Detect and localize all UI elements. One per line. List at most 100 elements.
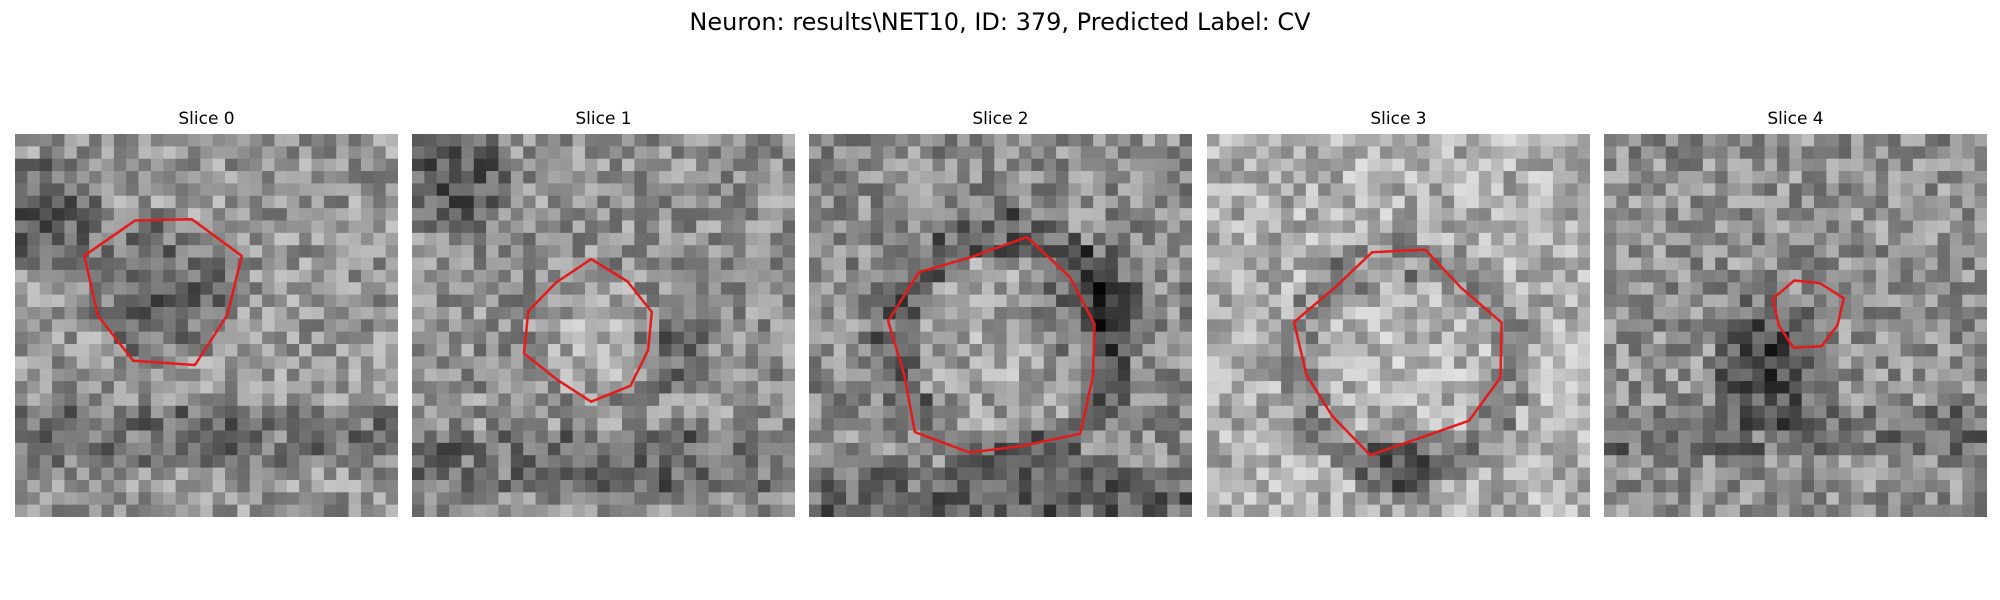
- pixel: [1093, 430, 1106, 444]
- pixel: [498, 245, 512, 258]
- pixel: [262, 504, 275, 517]
- pixel: [27, 467, 41, 481]
- pixel: [547, 331, 561, 345]
- pixel: [584, 356, 598, 370]
- pixel: [436, 381, 450, 394]
- pixel: [821, 504, 835, 517]
- pixel: [274, 331, 288, 345]
- pixel: [126, 492, 139, 506]
- pixel: [1293, 282, 1307, 296]
- pixel: [1417, 368, 1430, 382]
- pixel: [1068, 492, 1082, 506]
- pixel: [1293, 171, 1307, 184]
- pixel: [770, 504, 784, 517]
- pixel: [385, 183, 398, 197]
- pixel: [175, 356, 189, 370]
- pixel: [212, 442, 226, 456]
- pixel: [89, 455, 102, 468]
- pixel: [1305, 356, 1319, 370]
- pixel: [360, 492, 374, 506]
- pixel: [323, 393, 337, 407]
- pixel: [622, 195, 635, 209]
- pixel: [584, 381, 598, 394]
- pixel: [1962, 294, 1976, 308]
- pixel: [1281, 269, 1294, 283]
- pixel: [1441, 294, 1455, 308]
- pixel: [373, 306, 387, 320]
- pixel: [299, 319, 312, 333]
- pixel: [1478, 368, 1492, 382]
- pixel: [560, 171, 574, 184]
- pixel: [249, 245, 263, 258]
- pixel: [597, 504, 611, 517]
- pixel: [449, 146, 462, 160]
- pixel: [150, 195, 164, 209]
- pixel: [1478, 467, 1492, 481]
- pixel: [609, 492, 623, 506]
- pixel: [659, 282, 672, 296]
- pixel: [770, 195, 784, 209]
- pixel: [584, 393, 598, 407]
- pixel: [770, 344, 784, 357]
- pixel: [696, 183, 709, 197]
- pixel: [64, 146, 78, 160]
- pixel: [187, 171, 201, 184]
- pixel: [212, 479, 226, 493]
- pixel: [833, 294, 847, 308]
- pixel: [957, 134, 971, 147]
- pixel: [1219, 306, 1233, 320]
- pixel: [1540, 455, 1554, 468]
- pixel: [15, 418, 28, 431]
- pixel: [1528, 245, 1541, 258]
- pixel: [323, 245, 337, 258]
- pixel: [1974, 467, 1987, 481]
- pixel: [1776, 455, 1790, 468]
- pixel: [1207, 467, 1220, 481]
- pixel: [64, 134, 78, 147]
- pixel: [1231, 158, 1245, 172]
- pixel: [1466, 356, 1480, 370]
- pixel: [1207, 504, 1220, 517]
- pixel: [1219, 504, 1233, 517]
- pixel: [1752, 294, 1766, 308]
- pixel: [1355, 294, 1369, 308]
- pixel: [1678, 331, 1691, 345]
- pixel: [1949, 171, 1963, 184]
- pixel: [1093, 146, 1106, 160]
- pixel: [572, 294, 586, 308]
- pixel: [870, 245, 884, 258]
- pixel: [436, 269, 450, 283]
- pixel: [523, 492, 536, 506]
- pixel: [1167, 405, 1181, 419]
- pixel: [1404, 418, 1418, 431]
- pixel: [1851, 220, 1864, 234]
- pixel: [113, 294, 127, 308]
- pixel: [907, 146, 921, 160]
- pixel: [1256, 257, 1270, 271]
- pixel: [348, 294, 362, 308]
- pixel: [696, 344, 709, 357]
- pixel: [1801, 368, 1815, 382]
- pixel: [1167, 257, 1181, 271]
- pixel: [1491, 269, 1504, 283]
- pixel: [1342, 171, 1356, 184]
- pixel: [932, 381, 946, 394]
- pixel: [498, 455, 512, 468]
- pixel: [1367, 257, 1381, 271]
- pixel: [757, 331, 771, 345]
- pixel: [1764, 146, 1778, 160]
- pixel: [1690, 442, 1704, 456]
- pixel: [821, 158, 835, 172]
- pixel: [1167, 269, 1181, 283]
- pixel: [1565, 183, 1579, 197]
- pixel: [1167, 158, 1181, 172]
- pixel: [846, 492, 859, 506]
- pixel: [870, 306, 884, 320]
- pixel: [1379, 356, 1393, 370]
- pixel: [622, 171, 635, 184]
- pixel: [981, 232, 995, 246]
- pixel: [1528, 331, 1541, 345]
- pixel: [1043, 319, 1057, 333]
- pixel: [1355, 430, 1369, 444]
- pixel: [1342, 232, 1356, 246]
